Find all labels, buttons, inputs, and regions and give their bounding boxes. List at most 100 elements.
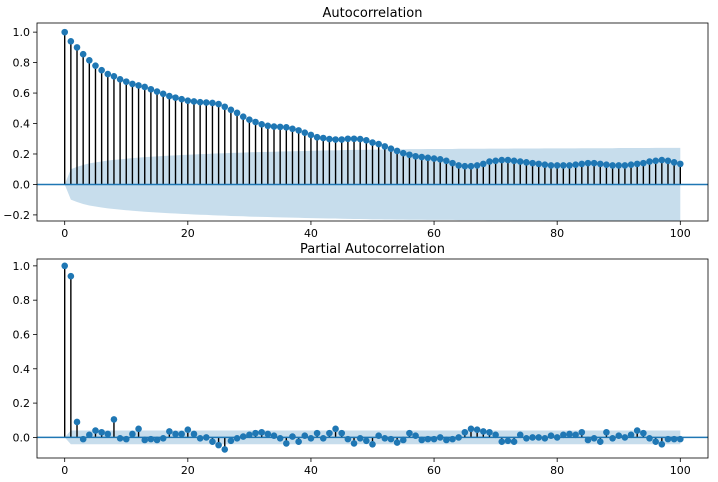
acf-point [116,76,124,83]
acf-y-tick-label: 0.0 [13,178,31,191]
pacf-point [73,418,81,426]
acf-point [215,100,222,108]
pacf-point [510,438,518,446]
acf-point [658,156,666,164]
acf-point [443,157,450,165]
acf-point [584,159,592,167]
pacf-point [319,434,327,442]
acf-point [239,113,247,120]
acf-point [147,85,155,93]
pacf-x-tick-label: 20 [181,464,195,477]
acf-y-tick-label: 0.6 [13,87,31,100]
pacf-x-tick-label: 100 [670,464,691,477]
pacf-point [455,434,462,441]
acf-point [356,135,364,143]
acf-point [523,159,530,166]
acf-point [61,28,69,36]
acf-point [369,139,376,146]
acf-point [104,70,112,78]
pacf-point [79,435,87,443]
acf-point [86,57,93,64]
pacf-point [652,438,659,446]
pacf-point [110,416,118,423]
pacf-point [313,429,321,437]
acf-point [283,124,290,131]
acf-point [381,143,389,150]
acf-point [350,135,358,143]
pacf-point [202,434,210,441]
acf-x-tick-label: 80 [550,227,564,240]
acf-point [295,127,302,134]
acf-point [467,162,475,170]
pacf-point [369,440,376,448]
pacf-x-tick-label: 0 [61,464,68,477]
acf-point [73,44,81,51]
pacf-point [578,428,586,436]
pacf-point [209,438,216,446]
acf-point [221,103,229,111]
pacf-point [221,446,229,453]
acf-point [178,95,185,103]
pacf-point [664,435,672,443]
pacf-point [178,430,185,438]
pacf-point [596,438,604,446]
acf-point [596,160,604,168]
acf-point [670,159,678,166]
acf-title: Autocorrelation [323,6,423,21]
acf-point [246,116,253,124]
acf-point [122,78,130,85]
pacf-point [572,431,579,439]
pacf-point [566,430,573,438]
pacf-point [676,435,684,443]
acf-point [486,158,493,165]
acf-point [319,134,327,142]
pacf-point [196,434,204,442]
pacf-y-tick-label: 0.6 [13,328,31,341]
pacf-plot: Partial Autocorrelation 0 20 40 60 80 100 0.0 0.… [13,242,709,477]
pacf-x-tick-label: 40 [304,464,318,477]
acf-point [498,156,506,164]
acf-x-tick-label: 60 [427,227,441,240]
acf-point [233,109,241,117]
acf-point [676,160,684,168]
pacf-point [233,434,241,442]
pacf-point [633,427,641,434]
pacf-point [449,435,456,443]
pacf-x-tick-label: 80 [550,464,564,477]
pacf-point [504,437,512,445]
acf-point [646,158,653,165]
pacf-point [529,434,536,441]
acf-point [578,160,586,168]
acf-point [301,129,309,136]
acf-point [196,98,204,106]
pacf-point [86,431,93,439]
acf-point [572,161,579,168]
acf-y-tick-label: 0.8 [13,57,31,70]
acf-point [615,162,623,169]
acf-point [363,136,370,144]
acf-point [289,125,296,133]
pacf-point [381,434,389,442]
pacf-point [627,431,635,439]
acf-point [338,136,346,143]
pacf-point [141,436,149,444]
pacf-point [289,433,296,440]
pacf-point [356,434,364,442]
pacf-y-tick-label: 1.0 [13,260,31,273]
pacf-point [424,435,432,443]
acf-axes-frame [36,22,709,222]
pacf-point [116,434,124,442]
acf-y-tick-label: 0.4 [13,118,31,131]
pacf-y-tick-label: 0.4 [13,363,31,376]
acf-plot: Autocorrelation 0 20 40 60 80 100 −0.2 0.0 0.2 0.4… [3,6,709,240]
acf-point [547,162,555,169]
pacf-point [92,427,99,434]
pacf-point [270,432,278,439]
pacf-point [609,434,616,442]
pacf-point [418,436,426,444]
pacf-point [443,436,450,444]
pacf-point [166,428,173,435]
pacf-point [239,433,247,440]
pacf-point [486,428,493,436]
pacf-point [658,440,666,448]
